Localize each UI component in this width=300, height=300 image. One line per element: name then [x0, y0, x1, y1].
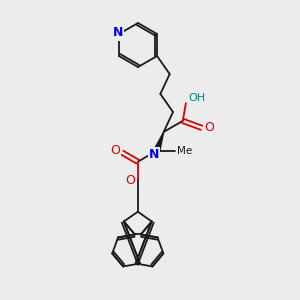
Polygon shape	[154, 132, 164, 152]
Text: Me: Me	[177, 146, 192, 156]
Text: N: N	[113, 26, 123, 40]
Text: N: N	[149, 148, 159, 161]
Text: O: O	[125, 174, 135, 187]
Text: O: O	[110, 144, 120, 157]
Text: OH: OH	[189, 93, 206, 103]
Text: O: O	[205, 121, 214, 134]
